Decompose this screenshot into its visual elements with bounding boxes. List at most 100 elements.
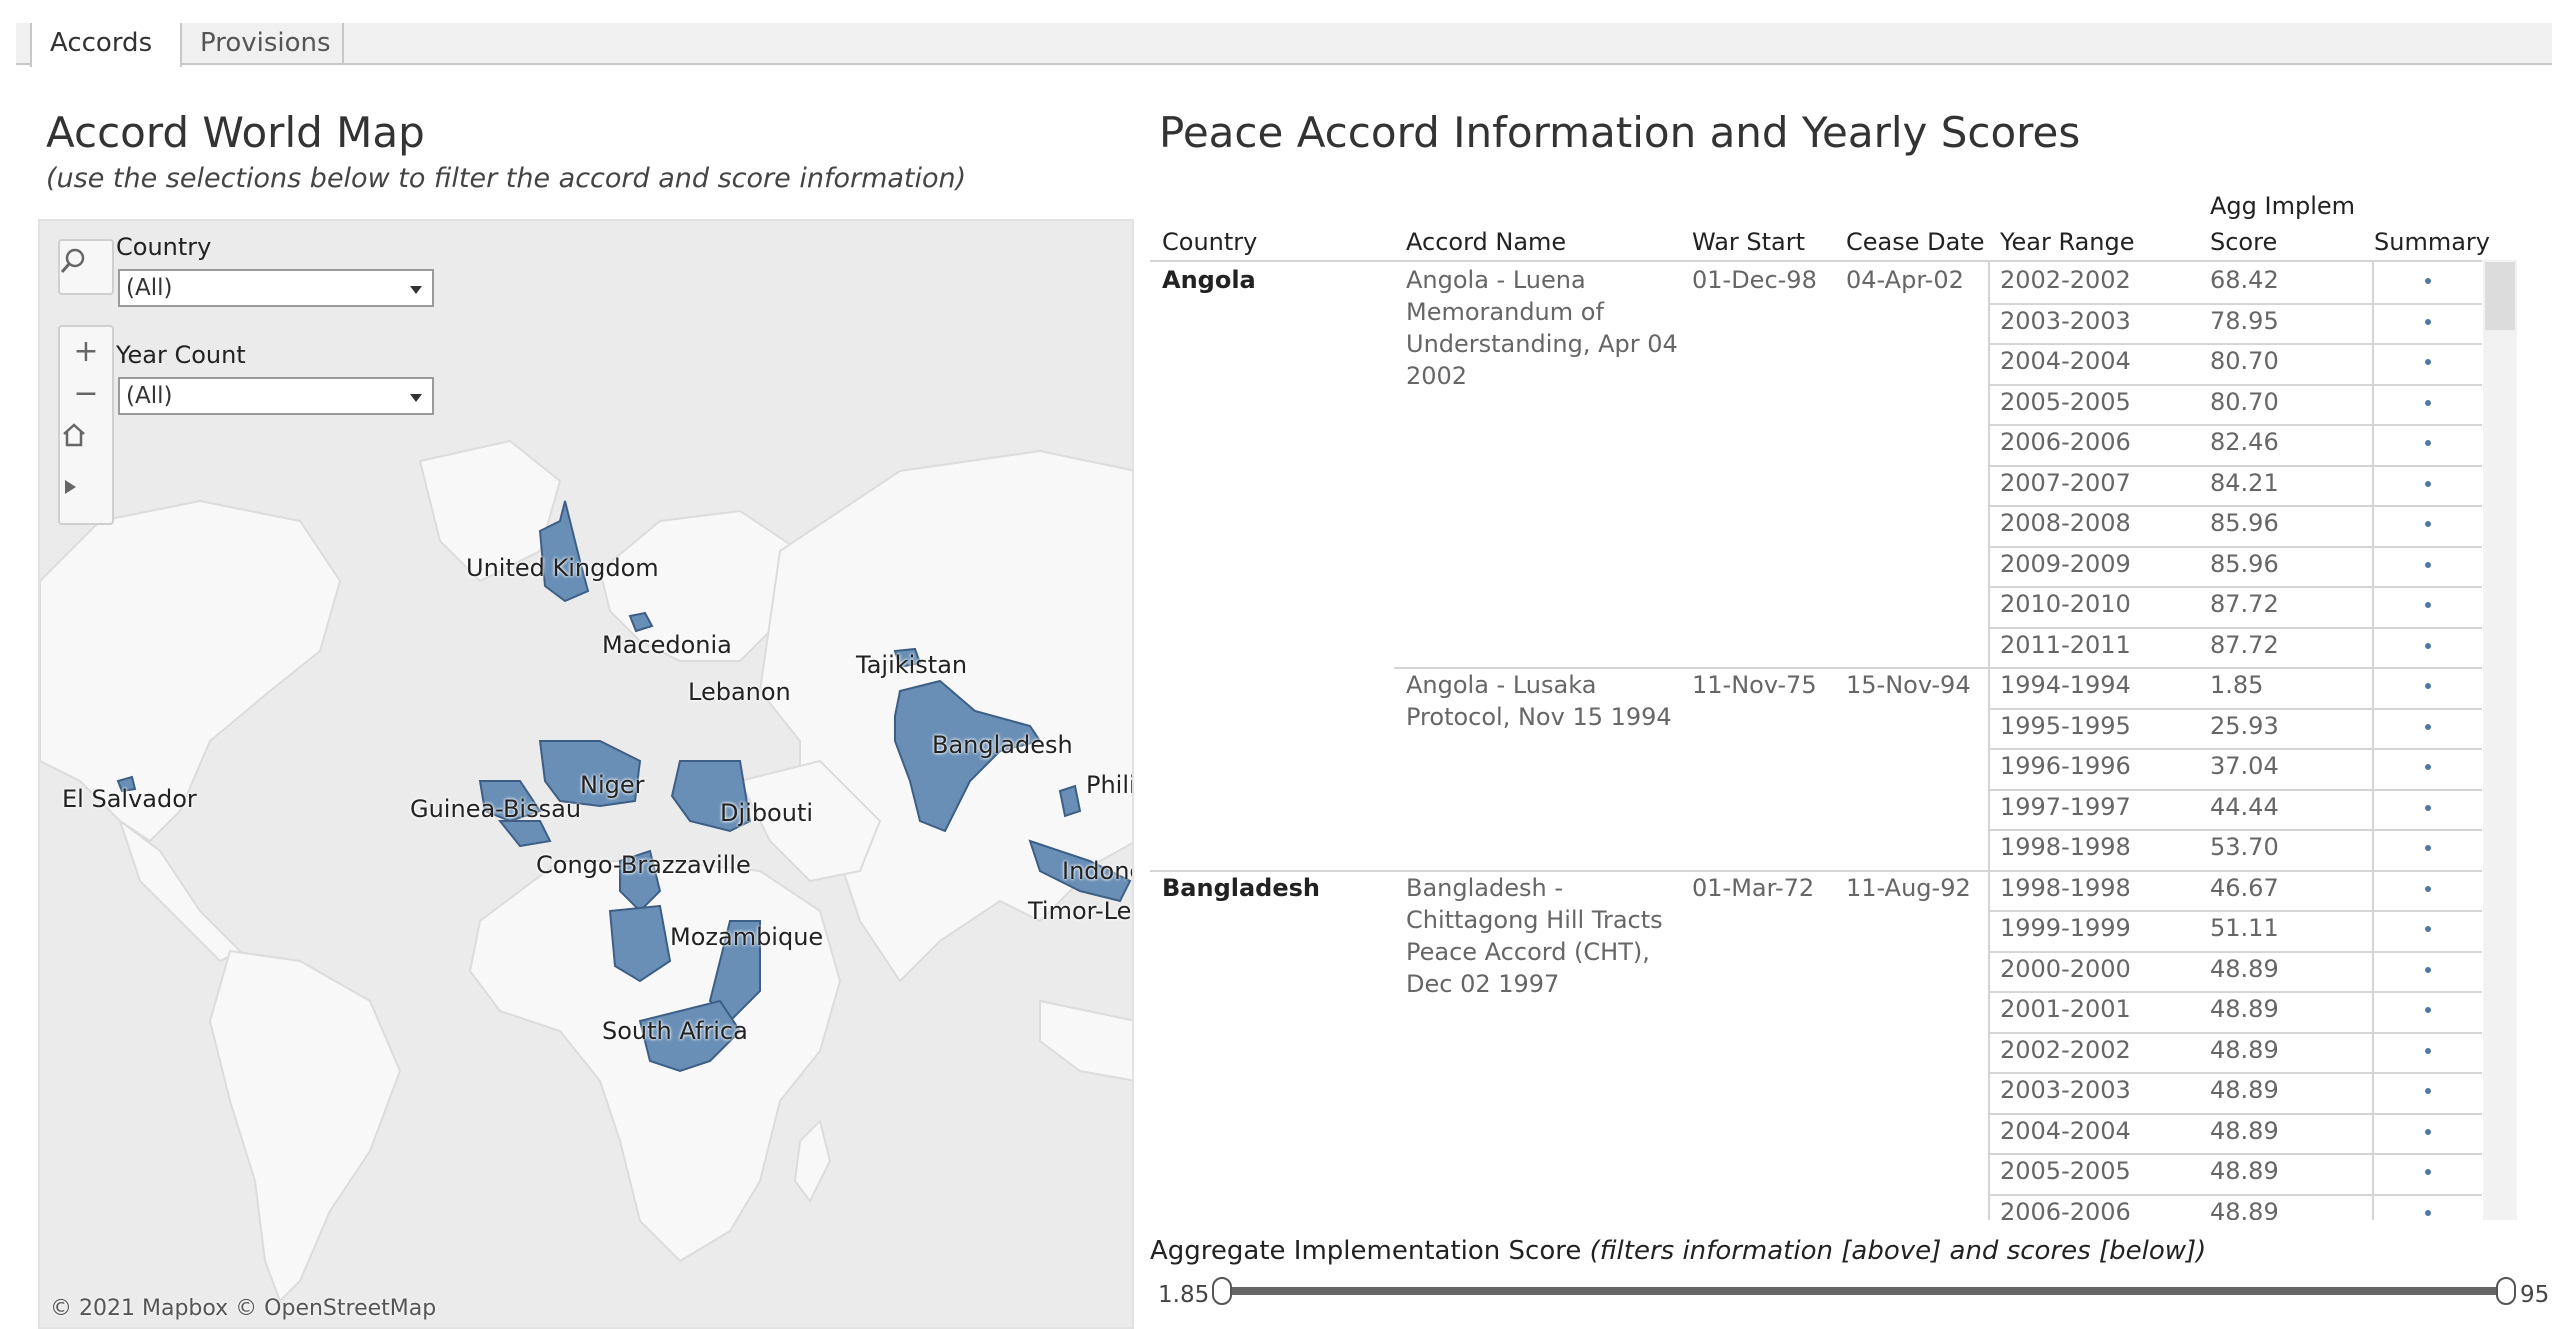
- header-score-line1: Agg Implem: [2210, 192, 2356, 220]
- summary-dot[interactable]: [2425, 723, 2431, 730]
- world-map[interactable]: United Kingdom Macedonia Lebanon Tajikis…: [38, 219, 1134, 1329]
- header-divider: [1150, 260, 2482, 262]
- zoom-out-icon[interactable]: −: [73, 375, 99, 411]
- col-divider: [2372, 262, 2374, 667]
- row-divider: [1988, 302, 2482, 305]
- row-divider: [1988, 748, 2482, 750]
- cell-year-range: 2002-2002: [2000, 1035, 2131, 1064]
- score-slider-max-handle[interactable]: [2496, 1277, 2516, 1305]
- cell-score: 87.72: [2210, 590, 2279, 618]
- row-divider: [1988, 464, 2482, 467]
- col-divider: [1988, 667, 1990, 870]
- header-cease-date: Cease Date: [1846, 228, 1985, 256]
- summary-dot[interactable]: [2425, 804, 2431, 811]
- country-filter-select[interactable]: (All): [118, 269, 434, 307]
- cell-year-range: 2002-2002: [2000, 266, 2131, 294]
- map-label-el-salvador: El Salvador: [62, 785, 197, 813]
- map-label-south-africa: South Africa: [602, 1017, 748, 1045]
- summary-dot[interactable]: [2425, 1088, 2431, 1094]
- summary-dot[interactable]: [2425, 1047, 2431, 1054]
- summary-dot[interactable]: [2425, 1169, 2431, 1175]
- cell-score: 44.44: [2210, 792, 2279, 821]
- year-count-filter-label: Year Count: [116, 341, 246, 369]
- map-label-macedonia: Macedonia: [602, 631, 732, 659]
- play-arrow-icon[interactable]: [60, 477, 112, 517]
- map-label-united-kingdom: United Kingdom: [466, 554, 659, 582]
- map-zoom-strip: + −: [58, 325, 114, 525]
- map-label-lebanon: Lebanon: [688, 678, 791, 706]
- cell-year-range: 1998-1998: [2000, 873, 2131, 902]
- score-slider-min-handle[interactable]: [1212, 1277, 1232, 1305]
- cell-year-range: 2010-2010: [2000, 590, 2131, 618]
- map-label-niger: Niger: [580, 771, 645, 799]
- map-canvas: [40, 221, 1132, 1327]
- summary-dot[interactable]: [2425, 318, 2431, 325]
- cell-score: 85.96: [2210, 509, 2279, 537]
- cell-accord-name: Angola - Luena Memorandum of Understandi…: [1406, 266, 1678, 390]
- cell-score: 84.21: [2210, 468, 2279, 497]
- slider-min-value: 1.85: [1158, 1282, 1210, 1308]
- cell-score: 80.70: [2210, 347, 2279, 375]
- cell-year-range: 2007-2007: [2000, 468, 2131, 497]
- summary-dot[interactable]: [2425, 1209, 2431, 1216]
- table-scrollbar[interactable]: [2483, 260, 2517, 1220]
- map-label-mozambique: Mozambique: [670, 923, 824, 951]
- cell-score: 48.89: [2210, 1035, 2279, 1064]
- summary-dot[interactable]: [2425, 359, 2431, 365]
- summary-dot[interactable]: [2425, 764, 2431, 770]
- home-icon[interactable]: [60, 421, 112, 461]
- tab-provisions[interactable]: Provisions: [182, 23, 344, 65]
- row-divider: [1988, 424, 2482, 426]
- map-label-guinea-bissau: Guinea-Bissau: [410, 795, 582, 823]
- cell-accord-name: Angola - Lusaka Protocol, Nov 15 1994: [1406, 671, 1672, 731]
- zoom-in-icon[interactable]: +: [73, 333, 99, 369]
- tab-accords[interactable]: Accords: [30, 23, 182, 67]
- summary-dot[interactable]: [2425, 845, 2431, 851]
- slider-label-wrap: Aggregate Implementation Score (filters …: [1150, 1236, 2206, 1266]
- summary-dot[interactable]: [2425, 561, 2431, 568]
- summary-dot[interactable]: [2425, 885, 2431, 892]
- cell-score: 68.42: [2210, 266, 2279, 294]
- cell-score: 1.85: [2210, 671, 2264, 699]
- table-scrollbar-thumb[interactable]: [2485, 262, 2515, 330]
- summary-dot[interactable]: [2425, 521, 2431, 527]
- row-divider: [1988, 383, 2482, 386]
- map-label-djibouti: Djibouti: [720, 799, 814, 827]
- highlighted-countries: [116, 500, 1132, 1073]
- summary-dot[interactable]: [2425, 480, 2431, 487]
- cell-cease-date: 15-Nov-94: [1846, 671, 1971, 699]
- summary-dot[interactable]: [2425, 966, 2431, 973]
- accord-table[interactable]: Country Accord Name War Start Cease Date…: [1150, 180, 2518, 1220]
- row-divider: [1988, 1193, 2482, 1196]
- summary-dot[interactable]: [2425, 642, 2431, 649]
- summary-dot[interactable]: [2425, 602, 2431, 608]
- summary-dot[interactable]: [2425, 1007, 2431, 1013]
- cell-year-range: 1995-1995: [2000, 711, 2131, 740]
- row-divider: [1988, 586, 2482, 588]
- country-filter-label: Country: [116, 233, 212, 261]
- summary-dot[interactable]: [2425, 1128, 2431, 1135]
- cell-war-start: 01-Dec-98: [1692, 266, 1817, 294]
- summary-dot[interactable]: [2425, 926, 2431, 932]
- table-title: Peace Accord Information and Yearly Scor…: [1159, 108, 2081, 157]
- summary-dot[interactable]: [2425, 683, 2431, 689]
- tab-bar: Accords Provisions: [16, 23, 2552, 67]
- cell-year-range: 2006-2006: [2000, 1197, 2131, 1221]
- summary-dot[interactable]: [2425, 278, 2431, 284]
- summary-dot[interactable]: [2425, 440, 2431, 446]
- chevron-down-icon: [410, 286, 422, 294]
- search-icon[interactable]: [60, 247, 112, 287]
- country-divider: [1150, 869, 2482, 872]
- cell-year-range: 2001-2001: [2000, 995, 2131, 1023]
- header-summary: Summary: [2374, 228, 2490, 256]
- year-count-filter-select[interactable]: (All): [118, 377, 434, 415]
- cell-score: 48.89: [2210, 1197, 2279, 1221]
- cell-year-range: 2008-2008: [2000, 509, 2131, 537]
- cell-year-range: 1998-1998: [2000, 833, 2131, 861]
- summary-dot[interactable]: [2425, 399, 2431, 406]
- cell-cease-date: 04-Apr-02: [1846, 266, 1964, 294]
- row-divider: [1988, 505, 2482, 507]
- score-slider-track[interactable]: [1222, 1287, 2506, 1295]
- row-divider: [1988, 788, 2482, 791]
- row-divider: [1988, 950, 2482, 953]
